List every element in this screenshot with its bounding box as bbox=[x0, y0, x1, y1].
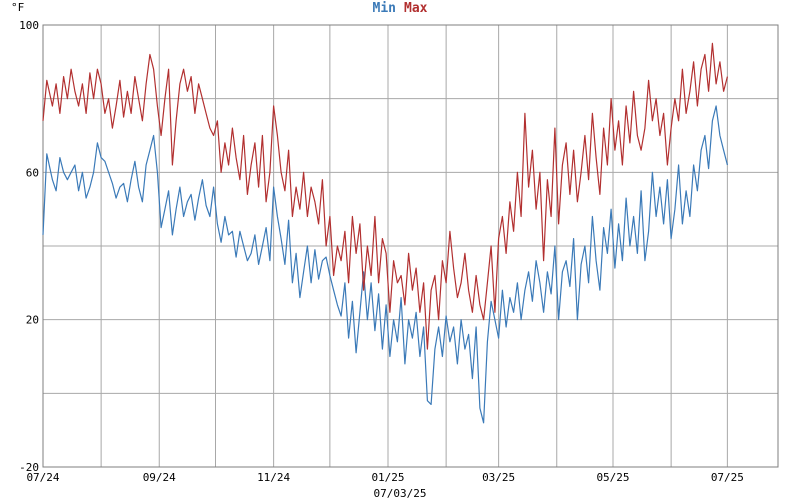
x-tick-label: 07/25 bbox=[711, 471, 744, 484]
x-tick-label: 11/24 bbox=[257, 471, 290, 484]
x-tick-label: 05/25 bbox=[596, 471, 629, 484]
x-tick-label: 03/25 bbox=[482, 471, 515, 484]
footer-date: 07/03/25 bbox=[374, 487, 427, 500]
y-tick-label: 20 bbox=[26, 314, 39, 327]
plot-frame bbox=[42, 24, 779, 468]
y-tick-labels: -20 20 60 100 bbox=[19, 19, 39, 474]
series-line-min bbox=[42, 105, 728, 424]
series-line-max bbox=[42, 42, 728, 350]
x-tick-labels: 07/24 09/24 11/24 01/25 03/25 05/25 07/25 bbox=[26, 471, 744, 484]
x-tick-label: 07/24 bbox=[26, 471, 59, 484]
y-tick-label: -20 bbox=[19, 461, 39, 474]
legend-min: Min bbox=[373, 1, 396, 16]
legend-max: Max bbox=[404, 1, 428, 16]
legend: Min Max bbox=[373, 1, 428, 16]
x-tick-label: 09/24 bbox=[143, 471, 176, 484]
x-tick-label: 01/25 bbox=[371, 471, 404, 484]
y-tick-label: 60 bbox=[26, 166, 39, 179]
y-tick-label: 100 bbox=[19, 19, 39, 32]
y-unit-label: °F bbox=[11, 1, 24, 14]
series-lines bbox=[42, 42, 728, 424]
